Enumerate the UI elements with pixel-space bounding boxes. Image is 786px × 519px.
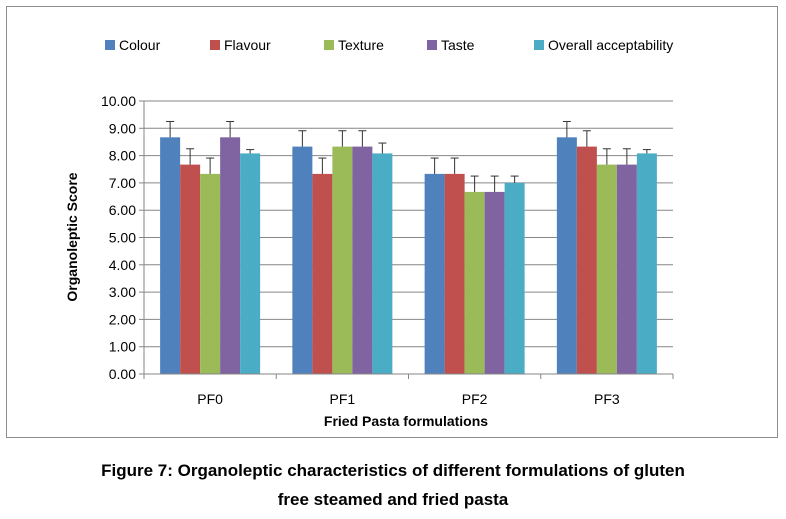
bar-colour-pf3 (556, 137, 577, 374)
bar-colour-pf1 (292, 146, 313, 374)
legend-label: Taste (441, 37, 475, 53)
legend-swatch (105, 40, 115, 50)
legend-label: Overall acceptability (548, 37, 673, 53)
bar-texture-pf1 (332, 146, 353, 374)
bar-texture-pf3 (596, 164, 617, 374)
figure-caption-line-1: Figure 7: Organoleptic characteristics o… (101, 461, 685, 480)
bar-overall-acceptability-pf3 (636, 153, 657, 374)
bar-taste-pf3 (616, 164, 637, 374)
bar-texture-pf2 (464, 191, 485, 374)
y-tick-label: 8.00 (109, 148, 136, 164)
y-axis-label: Organoleptic Score (64, 172, 80, 301)
bars (160, 120, 657, 374)
bar-flavour-pf2 (444, 173, 465, 374)
bar-overall-acceptability-pf1 (372, 153, 393, 374)
y-tick-label: 7.00 (109, 175, 136, 191)
y-tick-label: 2.00 (109, 311, 136, 327)
bar-overall-acceptability-pf2 (504, 182, 525, 374)
bar-taste-pf1 (352, 146, 373, 374)
legend-swatch (427, 40, 437, 50)
y-tick-label: 5.00 (109, 230, 136, 246)
x-tick-label: PF0 (197, 391, 223, 407)
legend-label: Texture (338, 37, 384, 53)
y-tick-label: 6.00 (109, 202, 136, 218)
bar-colour-pf0 (160, 137, 181, 374)
chart-frame: Colour Flavour Texture Taste Overall accepta… (6, 6, 778, 438)
y-tick-label: 9.00 (109, 120, 136, 136)
legend-swatch (324, 40, 334, 50)
y-tick-label: 10.00 (101, 93, 136, 109)
bar-taste-pf0 (220, 137, 241, 374)
bar-flavour-pf3 (576, 146, 597, 374)
x-tick-label: PF1 (330, 391, 356, 407)
figure-caption-line-2: free steamed and fried pasta (277, 490, 509, 509)
bar-colour-pf2 (424, 173, 445, 374)
y-tick-label: 3.00 (109, 284, 136, 300)
y-tick-label: 1.00 (109, 339, 136, 355)
x-axis-ticks: PF0 PF1 PF2 PF3 (143, 374, 674, 407)
x-axis-label: Fried Pasta formulations (324, 413, 488, 429)
bar-texture-pf0 (200, 173, 221, 374)
bar-flavour-pf0 (180, 164, 201, 374)
bar-flavour-pf1 (312, 173, 333, 374)
bar-taste-pf2 (484, 191, 505, 374)
legend-label: Colour (119, 37, 161, 53)
legend-swatch (534, 40, 544, 50)
bar-overall-acceptability-pf0 (240, 153, 261, 374)
legend-label: Flavour (224, 37, 271, 53)
chart-svg: Colour Flavour Texture Taste Overall accepta… (64, 37, 674, 429)
legend-swatch (210, 40, 220, 50)
x-tick-label: PF3 (594, 391, 620, 407)
x-tick-label: PF2 (462, 391, 488, 407)
y-tick-label: 4.00 (109, 257, 136, 273)
y-axis-ticks: 0.00 1.00 2.00 3.00 4.00 5.00 6.00 7.00 8.00 9.00… (101, 93, 144, 382)
legend: Colour Flavour Texture Taste Overall accepta… (105, 37, 673, 53)
y-tick-label: 0.00 (109, 366, 136, 382)
